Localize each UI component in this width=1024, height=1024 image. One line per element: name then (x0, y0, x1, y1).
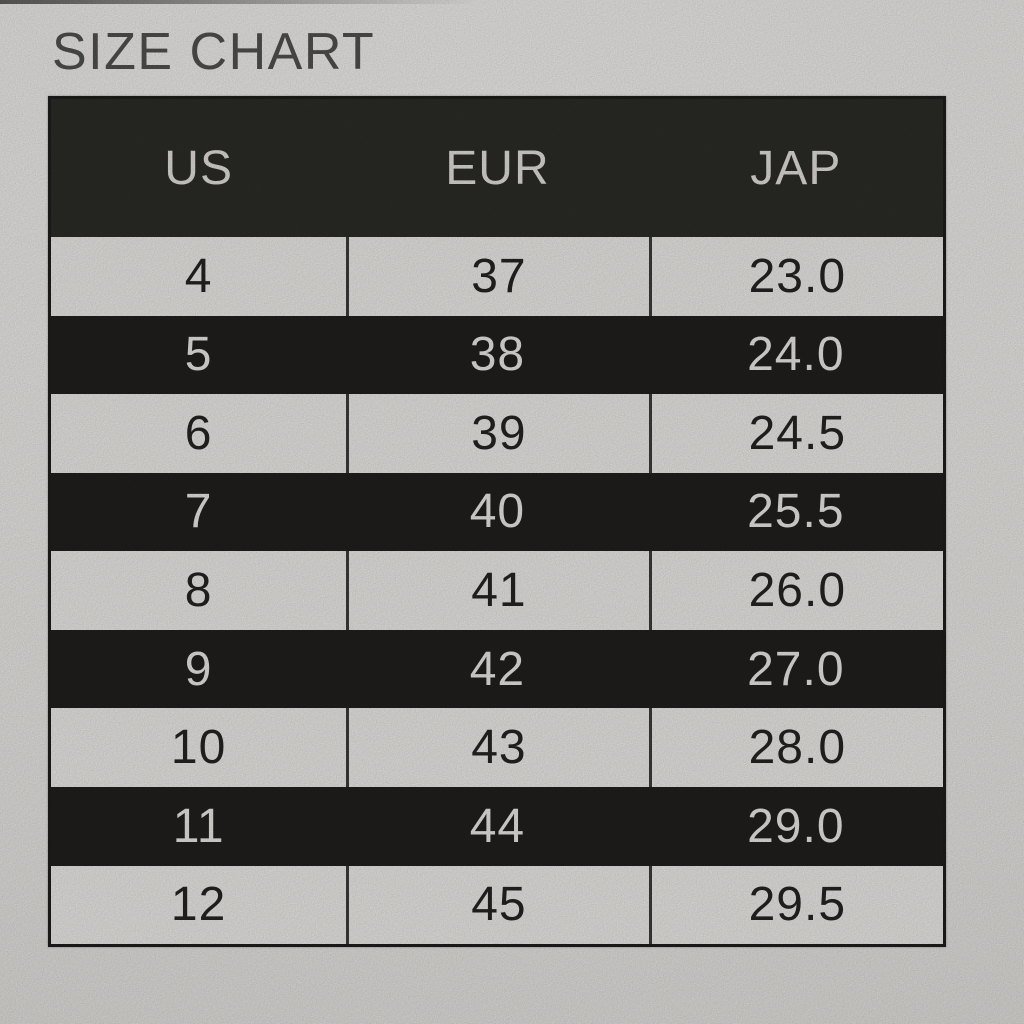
size-chart-table: US EUR JAP 4 37 23.0 5 38 24.0 6 39 24.5… (48, 96, 946, 947)
table-header-us: US (164, 141, 233, 195)
table-cell-us: 9 (184, 642, 213, 696)
table-row: 11 44 29.0 (51, 786, 943, 866)
table-header-jap: JAP (750, 141, 842, 195)
table-row: 10 43 28.0 (51, 708, 943, 787)
table-cell-eur: 38 (469, 328, 526, 382)
table-cell-jap: 23.0 (648, 237, 943, 316)
table-cell-us: 12 (170, 878, 227, 932)
page-title: SIZE CHART (52, 23, 376, 81)
table-cell-jap: 24.0 (747, 328, 845, 382)
table-cell-us: 7 (184, 485, 213, 539)
table-row: 9 42 27.0 (51, 629, 943, 709)
table-cell-eur: 45 (346, 865, 648, 945)
table-cell-us: 10 (170, 721, 227, 775)
table-cell-eur: 37 (346, 237, 648, 316)
table-cell-eur: 44 (469, 799, 526, 853)
table-row: 6 39 24.5 (51, 394, 943, 473)
table-cell-jap: 26.0 (648, 551, 943, 630)
table-cell-jap: 24.5 (648, 394, 943, 473)
table-row: 12 45 29.5 (51, 865, 943, 945)
page-edge-shadow (0, 0, 480, 4)
table-cell-jap: 25.5 (747, 485, 845, 539)
table-row: 8 41 26.0 (51, 551, 943, 630)
table-cell-jap: 27.0 (747, 642, 845, 696)
table-cell-jap: 28.0 (648, 708, 943, 787)
table-cell-eur: 42 (469, 642, 526, 696)
table-cell-us: 8 (184, 564, 213, 618)
table-cell-us: 6 (184, 406, 213, 460)
table-header-eur: EUR (445, 141, 550, 195)
table-cell-jap: 29.0 (747, 799, 845, 853)
table-cell-us: 5 (184, 328, 213, 382)
table-cell-us: 11 (172, 799, 225, 853)
table-row: 5 38 24.0 (51, 315, 943, 395)
table-cell-eur: 40 (469, 485, 526, 539)
table-cell-eur: 39 (346, 394, 648, 473)
table-cell-us: 4 (184, 249, 213, 303)
table-header-row: US EUR JAP (51, 99, 943, 237)
table-row: 7 40 25.5 (51, 472, 943, 552)
table-cell-jap: 29.5 (648, 865, 943, 945)
table-row: 4 37 23.0 (51, 237, 943, 316)
table-cell-eur: 41 (346, 551, 648, 630)
table-cell-eur: 43 (346, 708, 648, 787)
